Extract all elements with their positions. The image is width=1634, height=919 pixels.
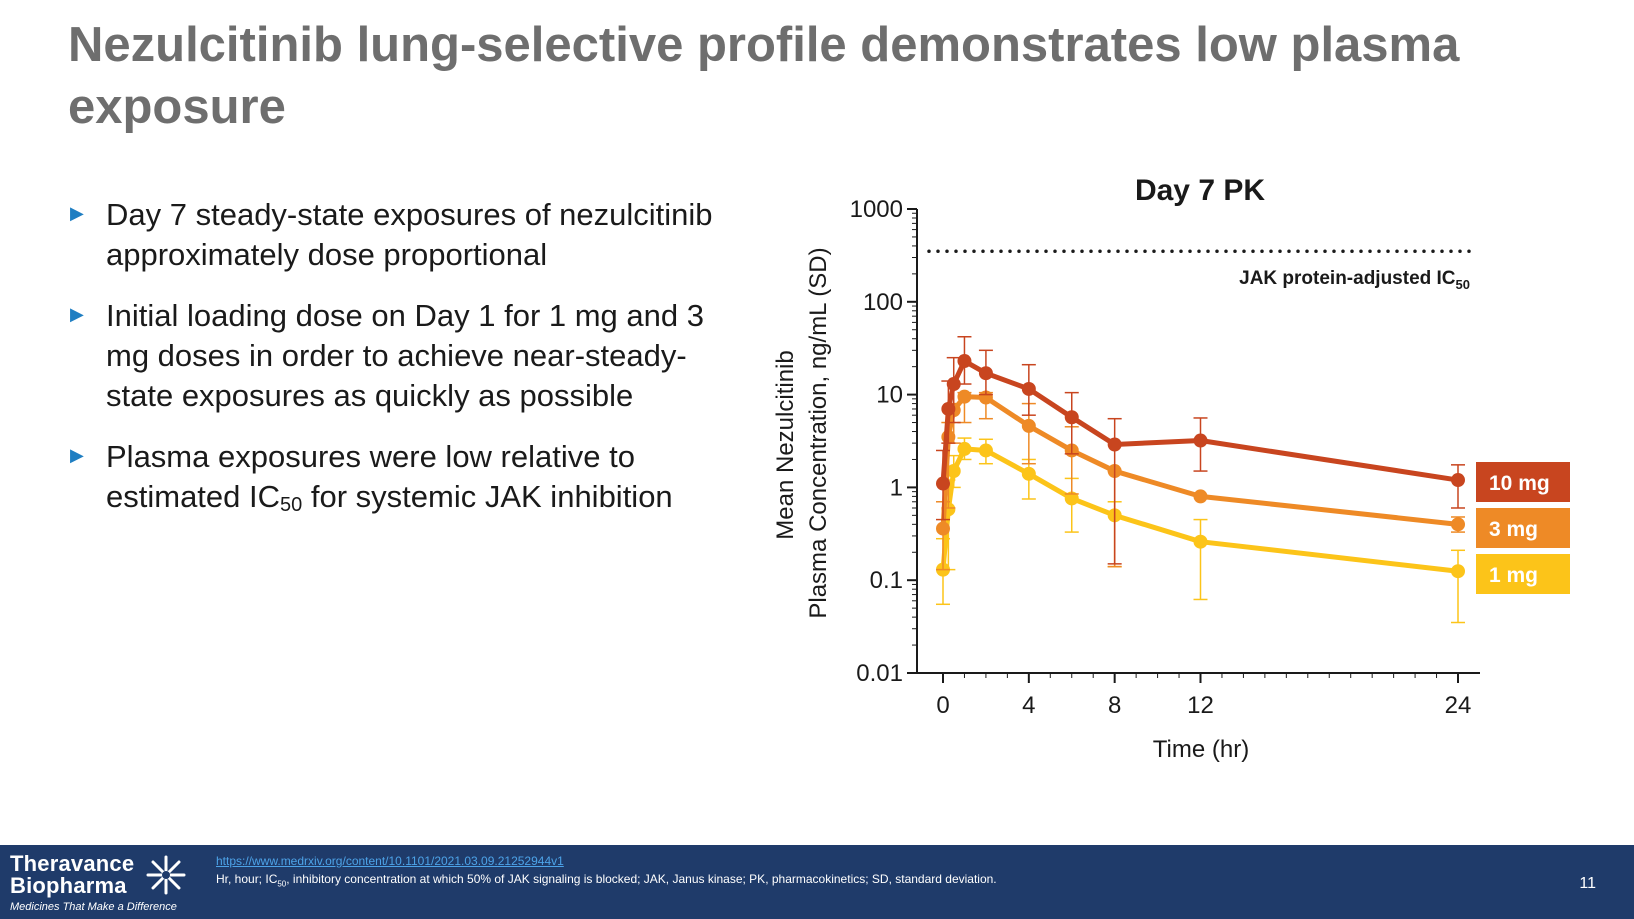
data-point [1451, 517, 1465, 532]
data-point [946, 377, 961, 392]
triangle-bullet-icon: ▶ [70, 445, 84, 465]
data-point [1064, 410, 1079, 425]
y-tick-label: 100 [863, 289, 903, 316]
bullet-text-post: for systemic JAK inhibition [302, 479, 673, 514]
legend-swatch [1476, 508, 1570, 548]
bullet-text-pre: Plasma exposures were low relative to es… [106, 439, 635, 514]
reference-line-label: JAK protein-adjusted IC50 [1239, 268, 1470, 292]
x-axis-label: Time (hr) [1153, 736, 1249, 763]
data-point [957, 354, 972, 369]
legend-label: 10 mg [1489, 472, 1550, 495]
reference-label-main: JAK protein-adjusted IC [1239, 268, 1456, 289]
slide-title: Nezulcitinib lung-selective profile demo… [68, 18, 1460, 134]
x-tick-label: 0 [936, 692, 949, 719]
bullet-text: Initial loading dose on Day 1 for 1 mg a… [106, 298, 704, 413]
star-burst-icon [146, 855, 186, 895]
data-point [941, 401, 956, 416]
bullet-text: Day 7 steady-state exposures of nezulcit… [106, 197, 713, 272]
y-tick-label: 1000 [850, 196, 903, 223]
data-point [1064, 491, 1079, 506]
page-number: 11 [1579, 875, 1596, 892]
data-point [936, 521, 950, 536]
reference-label-sub: 50 [1456, 277, 1470, 292]
x-tick-label: 12 [1187, 692, 1214, 719]
bullet-item: ▶ Plasma exposures were low relative to … [68, 437, 718, 517]
y-axis-label-line2: Plasma Concentration, ng/mL (SD) [805, 247, 832, 618]
data-point [1021, 381, 1036, 396]
y-tick-label: 10 [876, 382, 903, 409]
triangle-bullet-icon: ▶ [70, 304, 84, 324]
pk-chart: Mean Nezulcitinib Plasma Concentration, … [772, 174, 1570, 763]
data-point [1451, 473, 1465, 488]
y-tick-label: 0.1 [870, 567, 903, 594]
chart-title: Day 7 PK [1135, 174, 1265, 207]
reference-link[interactable]: https://www.medrxiv.org/content/10.1101/… [216, 854, 564, 868]
legend-item-1-mg: 1 mg [1476, 554, 1570, 594]
legend-item-3-mg: 3 mg [1476, 508, 1570, 548]
svg-text:JAK protein-adjusted IC50: JAK protein-adjusted IC50 [1239, 268, 1470, 292]
legend-swatch [1476, 462, 1570, 502]
data-point [978, 366, 993, 381]
legend-label: 3 mg [1489, 518, 1538, 541]
y-axis-label-line1: Mean Nezulcitinib [772, 350, 799, 539]
bullet-item: ▶ Day 7 steady-state exposures of nezulc… [68, 195, 718, 275]
note-post: , inhibitory concentration at which 50% … [286, 872, 997, 886]
bullet-text: Plasma exposures were low relative to es… [106, 439, 673, 516]
legend-swatch [1476, 554, 1570, 594]
data-point [1193, 489, 1208, 504]
data-point [978, 443, 993, 458]
abbreviations-note: Hr, hour; IC50, inhibitory concentration… [216, 872, 997, 891]
series-1-mg [936, 437, 1465, 624]
data-point [1193, 433, 1208, 448]
data-point [1107, 437, 1122, 452]
company-logo-text: Theravance Biopharma [10, 853, 134, 897]
footer-bar: Theravance Biopharma Medicines That Make… [0, 845, 1634, 919]
series-line [940, 358, 1459, 484]
logo-tagline: Medicines That Make a Difference [10, 901, 177, 913]
series-line [940, 394, 1459, 529]
note-pre: Hr, hour; IC [216, 872, 278, 886]
note-subscript: 50 [277, 879, 287, 889]
logo-line2: Biopharma [10, 873, 127, 898]
series-10-mg [936, 336, 1465, 565]
bullet-item: ▶ Initial loading dose on Day 1 for 1 mg… [68, 296, 718, 416]
legend-label: 1 mg [1489, 564, 1538, 587]
bullet-text-subscript: 50 [280, 494, 303, 516]
data-point [957, 389, 972, 404]
y-tick-label: 1 [890, 474, 903, 501]
data-point [1193, 534, 1208, 549]
triangle-bullet-icon: ▶ [70, 203, 84, 223]
y-tick-label: 0.01 [856, 660, 903, 687]
legend-item-10-mg: 10 mg [1476, 462, 1570, 502]
x-tick-label: 24 [1445, 692, 1472, 719]
x-tick-label: 4 [1022, 692, 1035, 719]
data-point [1021, 418, 1036, 433]
data-point [1451, 564, 1465, 579]
data-point [936, 476, 950, 491]
logo-line1: Theravance [10, 851, 135, 876]
data-point [1021, 466, 1036, 481]
data-point [957, 441, 972, 456]
bullet-list: ▶ Day 7 steady-state exposures of nezulc… [68, 195, 718, 538]
x-tick-label: 8 [1108, 692, 1121, 719]
data-point [946, 464, 961, 479]
series-line [940, 446, 1459, 574]
